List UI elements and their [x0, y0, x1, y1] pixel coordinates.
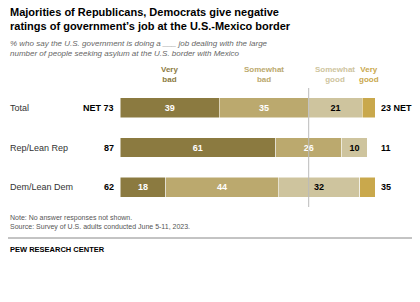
svg-text:PEW RESEARCH CENTER: PEW RESEARCH CENTER	[10, 245, 105, 254]
svg-text:44: 44	[217, 182, 227, 192]
svg-text:NET 73: NET 73	[83, 103, 114, 113]
svg-text:32: 32	[314, 182, 324, 192]
svg-text:Somewhatbad: Somewhatbad	[244, 65, 284, 84]
svg-text:Verygood: Verygood	[359, 65, 379, 84]
svg-text:Total: Total	[10, 103, 29, 113]
svg-text:10: 10	[350, 143, 360, 153]
svg-text:26: 26	[304, 143, 314, 153]
svg-text:Dem/Lean Dem: Dem/Lean Dem	[10, 182, 73, 192]
svg-text:23 NET: 23 NET	[381, 103, 412, 113]
svg-text:35: 35	[259, 103, 269, 113]
svg-text:Majorities of Republicans, Dem: Majorities of Republicans, Democrats giv…	[10, 6, 291, 32]
svg-text:Rep/Lean Rep: Rep/Lean Rep	[10, 143, 68, 153]
svg-text:62: 62	[104, 182, 114, 192]
svg-text:18: 18	[138, 182, 148, 192]
svg-text:11: 11	[381, 143, 391, 153]
svg-text:21: 21	[330, 103, 340, 113]
svg-text:87: 87	[104, 143, 114, 153]
svg-text:Somewhatgood: Somewhatgood	[315, 65, 355, 84]
svg-text:39: 39	[165, 103, 175, 113]
svg-text:Verybad: Verybad	[161, 65, 178, 84]
svg-text:35: 35	[381, 182, 391, 192]
svg-text:% who say the U.S. government: % who say the U.S. government is doing a…	[10, 39, 268, 58]
svg-text:Note: No answer responses not: Note: No answer responses not shown.Sour…	[10, 214, 190, 231]
svg-text:61: 61	[193, 143, 203, 153]
